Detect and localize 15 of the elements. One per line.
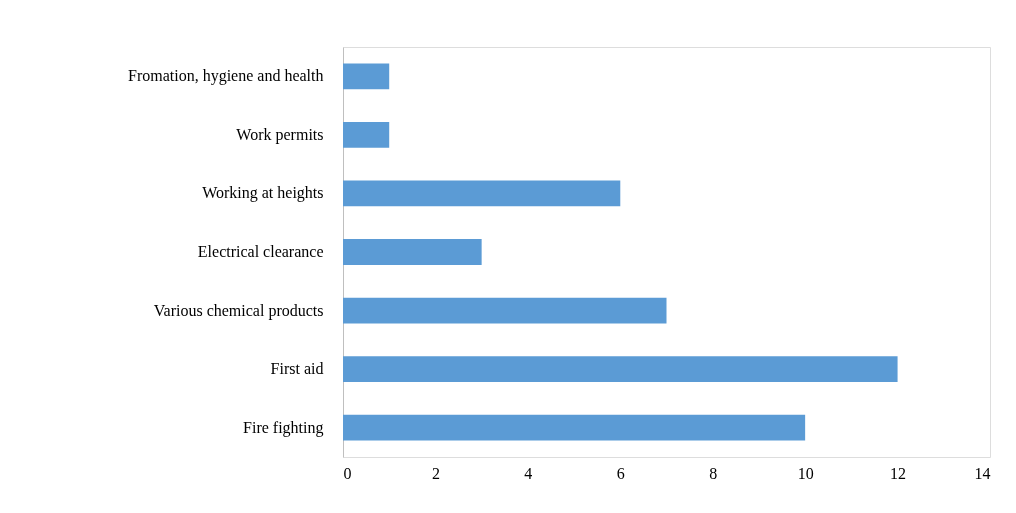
x-tick-label: 2 — [431, 464, 440, 482]
y-tick-label: Work permits — [236, 125, 324, 144]
x-tick-label: 14 — [974, 464, 991, 482]
x-tick-label: 8 — [709, 464, 718, 482]
x-tick-label: 10 — [797, 464, 814, 482]
y-tick-label: First aid — [270, 360, 324, 378]
x-tick-label: 12 — [890, 464, 907, 482]
y-tick-label: Electrical clearance — [197, 243, 324, 260]
x-tick-label: 0 — [343, 464, 352, 482]
y-tick-label: Working at heights — [202, 184, 324, 203]
y-tick-label: Fire fighting — [243, 418, 324, 437]
y-tick-label: Various chemical products — [153, 301, 324, 320]
x-tick-label: 6 — [616, 464, 625, 482]
x-tick-label: 4 — [524, 464, 533, 482]
y-tick-label: Fromation, hygiene and health — [127, 67, 324, 86]
